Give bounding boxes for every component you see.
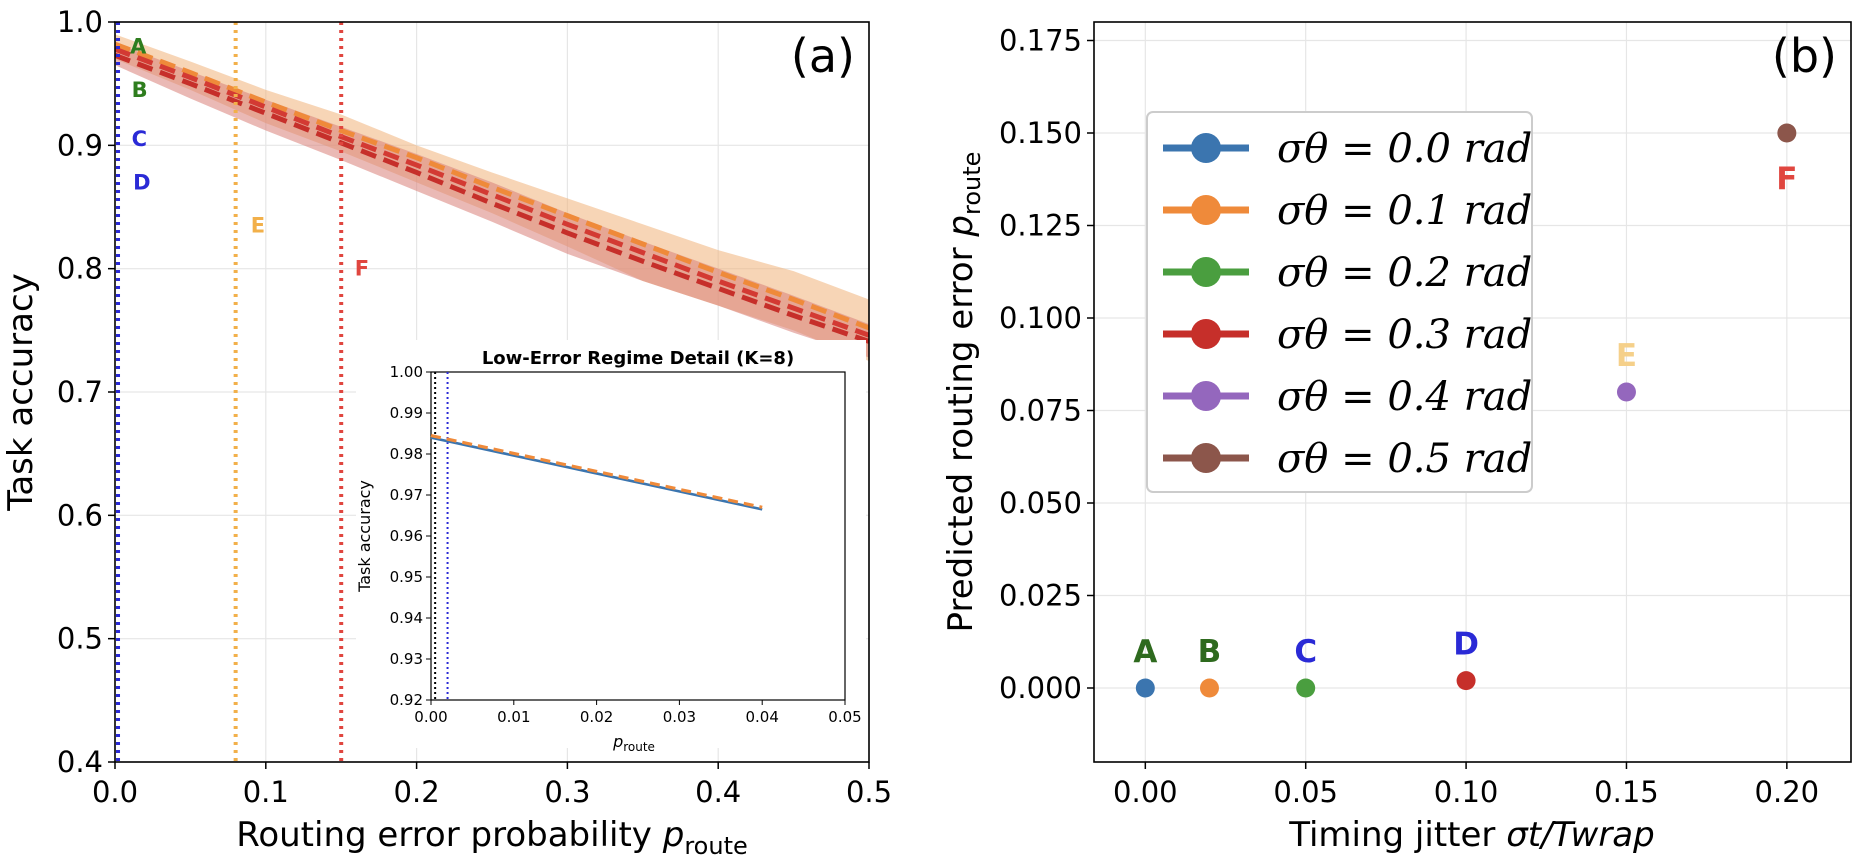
y-tick-label: 0.025 (999, 579, 1082, 613)
panel-a: AB CD E F (a) 0.0 0.1 0.2 0.3 0.4 0.5 0.4 0.5 0.6 0.7 0… (1, 5, 892, 860)
y-tick-label: 0.6 (57, 498, 103, 532)
x-tick-label: 0.4 (695, 775, 741, 809)
legend-marker (1191, 257, 1221, 287)
inset-y-tick-label: 1.00 (390, 363, 423, 381)
x-tick-label: 0.00 (1113, 775, 1178, 809)
inset-x-tick-label: 0.02 (580, 708, 613, 726)
x-axis-label: Routing error probability proute (236, 815, 748, 860)
y-tick-label: 0.100 (999, 301, 1082, 335)
inset-y-tick-label: 0.98 (390, 445, 423, 463)
inset-frame (430, 371, 846, 701)
inset-y-axis-label: Task accuracy (355, 480, 374, 593)
inset-x-tick-label: 0.05 (828, 708, 861, 726)
data-point-A (1135, 678, 1155, 698)
legend-item: σθ = 0.1 rad (1163, 188, 1532, 234)
inset-y-tick-label: 0.99 (390, 404, 423, 422)
x-tick-label: 0.20 (1755, 775, 1820, 809)
y-tick-label: 0.8 (57, 252, 103, 286)
y-tick-label: 0.175 (999, 24, 1082, 58)
y-tick-label: 0.125 (999, 209, 1082, 243)
point-label-E: E (251, 214, 265, 238)
point-label-D: D (133, 170, 150, 194)
data-point-C (1296, 678, 1316, 698)
point-label-A: A (1133, 634, 1157, 670)
inset-y-tick-label: 0.93 (390, 650, 423, 668)
y-tick-label: 1.0 (57, 5, 103, 39)
inset-x-tick-label: 0.00 (414, 708, 447, 726)
legend-label: σθ = 0.2 rad (1277, 250, 1532, 296)
y-axis-label: Task accuracy (1, 273, 41, 512)
x-tick-label: 0.5 (846, 775, 892, 809)
point-label-E: E (1616, 338, 1637, 374)
inset-x-tick-label: 0.03 (663, 708, 696, 726)
x-tick-label: 0.1 (243, 775, 289, 809)
legend-item: σθ = 0.4 rad (1163, 374, 1532, 420)
point-label-F: F (355, 257, 369, 281)
legend-label: σθ = 0.3 rad (1277, 312, 1532, 358)
point-label-C: C (1294, 634, 1317, 670)
plot-area (115, 22, 869, 762)
x-tick-label: 0.05 (1273, 775, 1338, 809)
inset-series-blue-line (430, 436, 763, 511)
inset-y-tick-label: 0.94 (390, 609, 423, 627)
inset-series-orange-dashed (430, 433, 763, 509)
axes-frame (1093, 21, 1852, 763)
point-label-F: F (1776, 161, 1797, 197)
point-label-A: A (130, 35, 147, 59)
point-label-B: B (1198, 634, 1222, 670)
inset-title: Low-Error Regime Detail (K=8) (482, 348, 794, 369)
legend-marker (1191, 319, 1221, 349)
y-tick-label: 0.075 (999, 394, 1082, 428)
y-tick-label: 0.000 (999, 671, 1082, 705)
panel-b: A B C D E Fσθ = 0.0 rad σθ = 0.1 rad σθ = 0.2 r… (941, 21, 1852, 855)
legend-marker (1191, 133, 1221, 163)
legend-marker (1191, 443, 1221, 473)
x-tick-label: 0.3 (544, 775, 590, 809)
x-tick-label: 0.15 (1594, 775, 1659, 809)
inset-x-tick-label: 0.04 (745, 708, 778, 726)
legend-item: σθ = 0.0 rad (1163, 126, 1532, 172)
legend-marker (1191, 381, 1221, 411)
legend-label: σθ = 0.1 rad (1277, 188, 1532, 234)
inset-y-tick-label: 0.92 (390, 691, 423, 709)
legend-item: σθ = 0.5 rad (1163, 436, 1532, 482)
y-tick-label: 0.7 (57, 375, 103, 409)
inset-x-tick-label: 0.01 (497, 708, 530, 726)
y-tick-label: 0.4 (57, 745, 103, 779)
inset-x-axis-label: proute (612, 732, 655, 754)
legend-item: σθ = 0.3 rad (1163, 312, 1532, 358)
x-tick-label: 0.10 (1434, 775, 1499, 809)
y-tick-label: 0.5 (57, 622, 103, 656)
inset-chart: 0.00 0.01 0.02 0.03 0.04 0.05 0.92 0.93 0.94 0.95… (355, 340, 866, 754)
inset-y-tick-label: 0.96 (390, 527, 423, 545)
point-label-B: B (132, 78, 148, 102)
panel-label: (a) (791, 29, 855, 83)
y-axis-label: Predicted routing error proute (941, 152, 986, 633)
legend: σθ = 0.0 rad σθ = 0.1 rad σθ = 0.2 rad σθ =… (1146, 111, 1533, 493)
legend-label: σθ = 0.0 rad (1277, 126, 1532, 172)
y-tick-label: 0.9 (57, 128, 103, 162)
legend-marker (1191, 195, 1221, 225)
series-line-mean-orange (115, 41, 869, 331)
x-axis-label: Timing jitter σt/Twrap (1288, 815, 1654, 855)
inset-y-tick-label: 0.97 (390, 486, 423, 504)
panel-label: (b) (1772, 29, 1837, 83)
point-label-C: C (132, 127, 147, 151)
point-label-D: D (1453, 627, 1479, 663)
data-point-F (1777, 123, 1797, 143)
data-point-E (1616, 382, 1636, 402)
y-tick-label: 0.150 (999, 116, 1082, 150)
x-tick-label: 0.2 (394, 775, 440, 809)
inset-y-tick-label: 0.95 (390, 568, 423, 586)
series-line-mean-red-2 (115, 52, 869, 344)
legend-item: σθ = 0.2 rad (1163, 250, 1532, 296)
x-tick-label: 0.0 (92, 775, 138, 809)
data-point-B (1199, 678, 1219, 698)
y-tick-label: 0.050 (999, 486, 1082, 520)
legend-label: σθ = 0.5 rad (1277, 436, 1532, 482)
series-line-mean-red-1 (115, 46, 869, 338)
legend-label: σθ = 0.4 rad (1277, 374, 1532, 420)
data-point-D (1456, 671, 1476, 691)
